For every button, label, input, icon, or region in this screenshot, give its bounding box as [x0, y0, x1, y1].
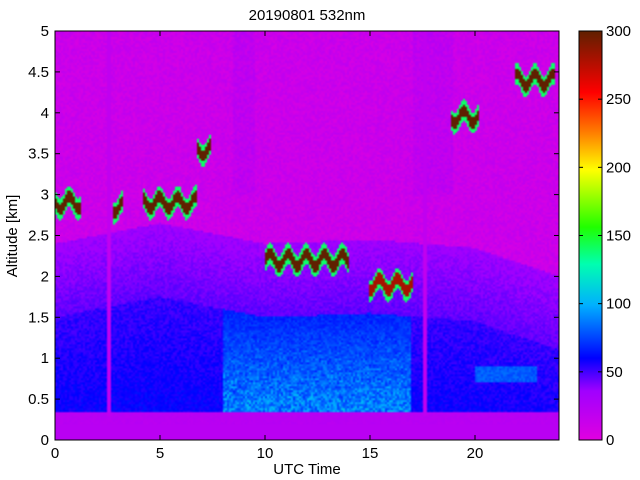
y-axis: 0 0.5 1 1.5 2 2.5 3 3.5 4 4.5 5: [28, 23, 559, 449]
colorbar-tick-label: 50: [606, 364, 623, 381]
y-tick-label: 1.5: [28, 309, 49, 326]
y-tick-label: 3.5: [28, 146, 49, 163]
x-axis: 0 5 10 15 20: [51, 31, 484, 462]
y-tick-label: 1: [41, 350, 49, 367]
colorbar-tick-label: 0: [606, 432, 614, 449]
y-axis-label: Altitude [km]: [4, 195, 21, 278]
x-tick-label: 15: [362, 445, 379, 462]
y-tick-label: 2: [41, 268, 49, 285]
y-tick-label: 0: [41, 432, 49, 449]
y-tick-label: 4: [41, 105, 49, 122]
colorbar-tick-label: 300: [606, 23, 631, 40]
colorbar-tick-label: 250: [606, 91, 631, 108]
y-tick-label: 0.5: [28, 391, 49, 408]
y-tick-label: 4.5: [28, 64, 49, 81]
y-tick-label: 3: [41, 187, 49, 204]
colorbar-tick-label: 100: [606, 296, 631, 313]
x-tick-label: 10: [257, 445, 274, 462]
x-axis-label: UTC Time: [273, 461, 341, 478]
x-tick-label: 5: [156, 445, 164, 462]
y-tick-label: 2.5: [28, 228, 49, 245]
colorbar-gradient: [579, 31, 602, 440]
colorbar-tick-label: 150: [606, 228, 631, 245]
y-tick-label: 5: [41, 23, 49, 40]
heatmap-image: [55, 31, 559, 440]
plot-area: [55, 31, 559, 440]
x-tick-label: 0: [51, 445, 59, 462]
x-tick-label: 20: [467, 445, 484, 462]
colorbar-tick-label: 200: [606, 159, 631, 176]
colorbar: 0 50 100 150 200 250 300: [578, 23, 631, 449]
chart-title: 20190801 532nm: [249, 7, 366, 24]
